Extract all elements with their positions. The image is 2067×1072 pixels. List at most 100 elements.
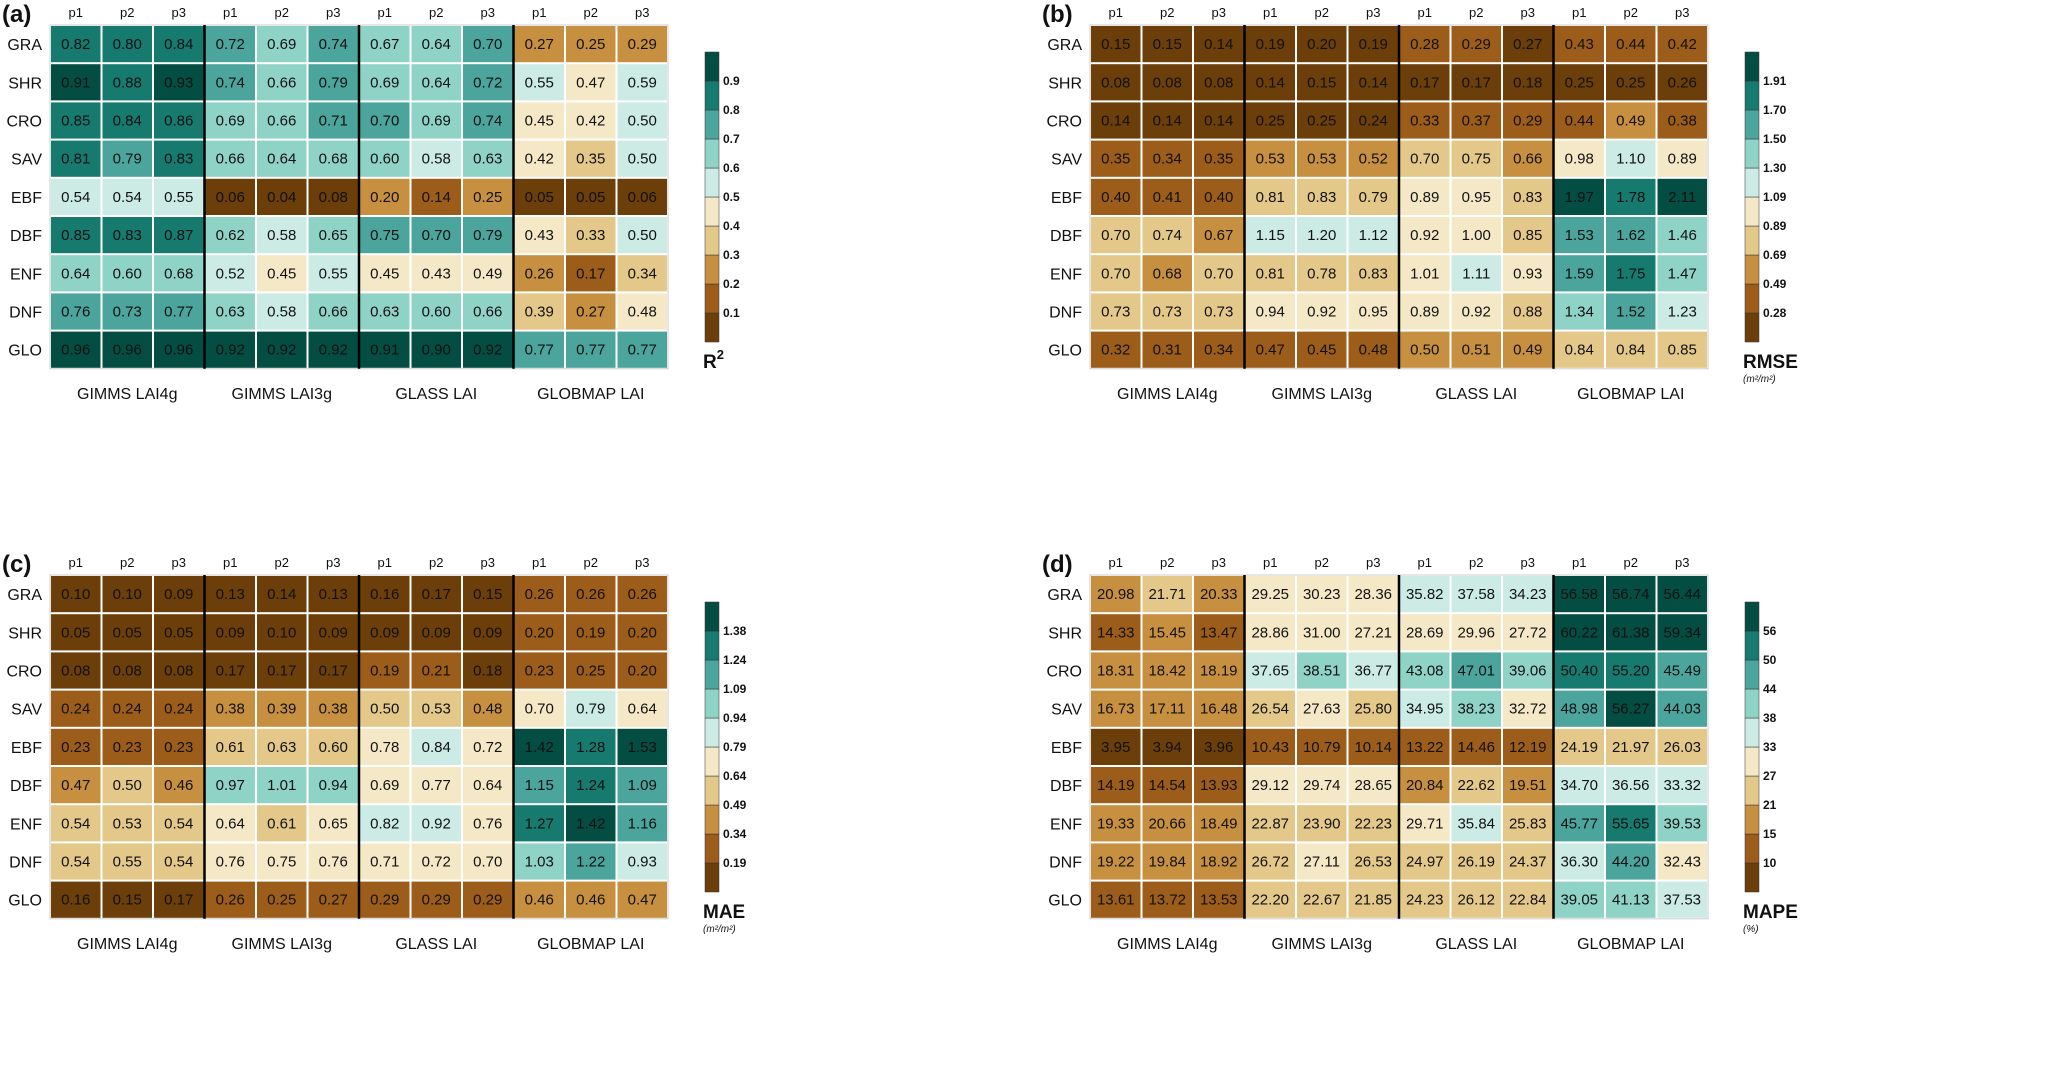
heatmap-cell bbox=[360, 217, 410, 254]
colorbar-bin bbox=[704, 138, 720, 169]
cell-value-label: 0.92 bbox=[1307, 304, 1336, 321]
heatmap-cell bbox=[205, 102, 255, 139]
cell-value-label: 0.15 bbox=[1153, 36, 1182, 53]
colorbar-title-superscript: 2 bbox=[717, 347, 724, 362]
colorbar-bin bbox=[704, 659, 720, 690]
cell-value-label: 0.88 bbox=[113, 74, 142, 91]
heatmap-cell bbox=[257, 805, 307, 842]
heatmap-cell bbox=[1142, 614, 1192, 651]
cell-value-label: 0.64 bbox=[216, 815, 245, 832]
heatmap-cell bbox=[360, 255, 410, 292]
group-label: GIMMS LAI4g bbox=[77, 936, 177, 953]
heatmap-cell bbox=[360, 64, 410, 101]
cell-value-label: 0.76 bbox=[61, 304, 90, 321]
heatmap-cell bbox=[411, 140, 461, 177]
cell-value-label: 21.97 bbox=[1612, 739, 1650, 756]
heatmap-cell bbox=[1297, 690, 1347, 727]
cell-value-label: 39.05 bbox=[1560, 892, 1598, 909]
heatmap-cell bbox=[154, 728, 204, 765]
cell-value-label: 0.25 bbox=[267, 892, 296, 909]
cell-value-label: 0.10 bbox=[267, 624, 296, 641]
heatmap-cell bbox=[51, 614, 101, 651]
heatmap-cell bbox=[154, 102, 204, 139]
cell-value-label: 0.92 bbox=[319, 342, 348, 359]
heatmap-cell bbox=[257, 140, 307, 177]
heatmap-cell bbox=[1142, 293, 1192, 330]
heatmap-cell bbox=[1400, 881, 1450, 918]
heatmap-cell bbox=[154, 140, 204, 177]
heatmap-panel-r2: (a) p1 p2 p3 p1 p2 p3 p1 p2 p3 p1 p2 p3 GRA 0.82 0.80 0.… bbox=[0, 0, 1020, 520]
heatmap-cell bbox=[1657, 614, 1707, 651]
heatmap-cell bbox=[1297, 217, 1347, 254]
period-label: p2 bbox=[275, 5, 289, 20]
period-label: p2 bbox=[1624, 5, 1638, 20]
row-label: ENF bbox=[10, 816, 42, 833]
heatmap-cell bbox=[1503, 614, 1553, 651]
cell-value-label: 0.79 bbox=[113, 151, 142, 168]
row-label: DBF bbox=[1050, 228, 1082, 245]
heatmap-cell bbox=[102, 102, 152, 139]
heatmap-cell bbox=[1451, 805, 1501, 842]
colorbar-tick-label: 0.94 bbox=[723, 711, 747, 725]
cell-value-label: 1.53 bbox=[1565, 227, 1594, 244]
heatmap-cell bbox=[257, 331, 307, 368]
heatmap-cell bbox=[257, 64, 307, 101]
cell-value-label: 10.43 bbox=[1251, 739, 1289, 756]
heatmap-cell bbox=[1091, 26, 1141, 63]
heatmap-cell bbox=[257, 690, 307, 727]
heatmap-cell bbox=[102, 652, 152, 689]
cell-value-label: 0.27 bbox=[525, 36, 554, 53]
heatmap-cell bbox=[360, 102, 410, 139]
heatmap-panel-rmse: (b) p1 p2 p3 p1 p2 p3 p1 p2 p3 p1 p2 p3 GRA 0.15 0.15 0.… bbox=[1040, 0, 2060, 520]
heatmap-cell bbox=[463, 331, 513, 368]
heatmap-cell bbox=[1554, 331, 1604, 368]
heatmap-cell bbox=[411, 217, 461, 254]
cell-value-label: 0.08 bbox=[1153, 74, 1182, 91]
cell-value-label: 0.77 bbox=[422, 777, 451, 794]
cell-value-label: 0.74 bbox=[216, 74, 245, 91]
cell-value-label: 1.28 bbox=[576, 739, 605, 756]
cell-value-label: 0.25 bbox=[576, 36, 605, 53]
row-label: DNF bbox=[9, 305, 42, 322]
heatmap-cell bbox=[1503, 102, 1553, 139]
cell-value-label: 0.09 bbox=[164, 586, 193, 603]
cell-value-label: 0.90 bbox=[422, 342, 451, 359]
cell-value-label: 0.74 bbox=[1153, 227, 1182, 244]
cell-value-label: 0.15 bbox=[1307, 74, 1336, 91]
cell-value-label: 0.72 bbox=[422, 854, 451, 871]
cell-value-label: 0.73 bbox=[1101, 304, 1130, 321]
cell-value-label: 1.20 bbox=[1307, 227, 1336, 244]
group-label: GIMMS LAI4g bbox=[77, 386, 177, 403]
group-label: GLOBMAP LAI bbox=[1577, 386, 1684, 403]
cell-value-label: 1.78 bbox=[1616, 189, 1645, 206]
row-label: CRO bbox=[6, 664, 42, 681]
heatmap-cell bbox=[1554, 140, 1604, 177]
heatmap-cell bbox=[205, 26, 255, 63]
heatmap-cell bbox=[1091, 140, 1141, 177]
cell-value-label: 0.60 bbox=[370, 151, 399, 168]
heatmap-cell bbox=[1142, 652, 1192, 689]
colorbar-bin bbox=[704, 51, 720, 82]
cell-value-label: 0.95 bbox=[1462, 189, 1491, 206]
heatmap-cell bbox=[1245, 805, 1295, 842]
cell-value-label: 0.14 bbox=[1101, 113, 1130, 130]
cell-value-label: 13.53 bbox=[1200, 892, 1238, 909]
row-label: GRA bbox=[1047, 587, 1082, 604]
cell-value-label: 0.64 bbox=[422, 74, 451, 91]
colorbar-title-text: RMSE bbox=[1743, 352, 1798, 373]
colorbar-tick-label: 1.09 bbox=[723, 682, 747, 696]
heatmap-cell bbox=[1348, 64, 1398, 101]
cell-value-label: 59.34 bbox=[1663, 624, 1701, 641]
period-label: p1 bbox=[69, 5, 83, 20]
heatmap-cell bbox=[566, 843, 616, 880]
cell-value-label: 13.22 bbox=[1406, 739, 1444, 756]
heatmap-cell bbox=[566, 255, 616, 292]
cell-value-label: 0.17 bbox=[164, 892, 193, 909]
row-label: EBF bbox=[1051, 190, 1082, 207]
heatmap-cell bbox=[514, 843, 564, 880]
heatmap-cell bbox=[1245, 767, 1295, 804]
heatmap-cell bbox=[360, 843, 410, 880]
colorbar-bin bbox=[704, 312, 720, 343]
heatmap-cell bbox=[1606, 576, 1656, 613]
colorbar-tick-label: 0.28 bbox=[1763, 306, 1787, 320]
